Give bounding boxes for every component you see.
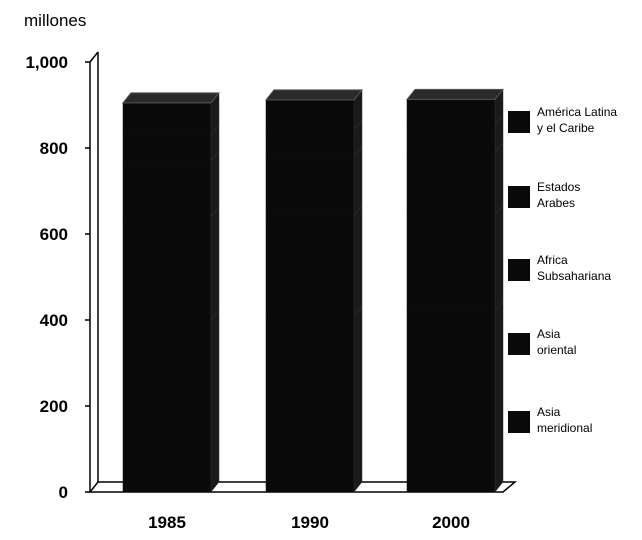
bar-segment-2000-4 (406, 99, 496, 126)
bar-segment-1985-2 (122, 160, 212, 218)
y-tick-label-1: 200 (40, 397, 68, 416)
bar-top-1990 (264, 89, 364, 101)
bar-segment-1985-0 (122, 319, 212, 493)
legend-label-1-0: Estados (537, 180, 580, 194)
bar-segment-2000-3 (406, 124, 496, 153)
y-tick-label-2: 400 (40, 311, 68, 330)
bar-top-1985 (121, 92, 221, 104)
bar-side-1985-0 (210, 309, 220, 493)
bar-segment-1985-1 (122, 216, 212, 321)
bar-side-2000-1 (494, 203, 504, 313)
legend-item-4: Asia meridional (508, 405, 592, 435)
bar-top-2000 (405, 88, 505, 100)
bar-segment-1990-0 (265, 315, 355, 493)
bar-segment-1985-4 (122, 102, 212, 136)
legend-label-2-1: Subsahariana (537, 269, 611, 283)
bar-side-2000-2 (494, 141, 504, 216)
bar-segment-1990-3 (265, 129, 355, 157)
legend-label-2-0: Africa (537, 253, 568, 267)
bar-group-1990 (264, 89, 364, 493)
y-tick-label-4: 800 (40, 139, 68, 158)
legend-item-0: América Latina y el Caribe (508, 105, 617, 135)
legend-swatch-2 (508, 259, 530, 281)
legend-label-4-0: Asia (537, 405, 561, 419)
legend-swatch-0 (508, 111, 530, 133)
legend-label-4-1: meridional (537, 421, 592, 435)
legend-swatch-4 (508, 411, 530, 433)
y-tick-label-0: 0 (59, 483, 68, 502)
bar-segment-2000-0 (406, 311, 496, 493)
bar-segment-1985-3 (122, 134, 212, 162)
bar-segment-1990-1 (265, 215, 355, 316)
bar-side-1990-0 (353, 304, 363, 493)
bar-segment-1990-4 (265, 99, 355, 131)
legend-item-2: Africa Subsahariana (508, 253, 611, 283)
axis-layer (85, 51, 518, 493)
bar-segment-2000-1 (406, 214, 496, 312)
legend-label-3-1: oriental (537, 343, 576, 357)
y-tick-label-5: 1,000 (25, 53, 68, 72)
y-tick-label-3: 600 (40, 225, 68, 244)
legend-item-3: Asia oriental (508, 327, 576, 357)
legend-swatch-1 (508, 186, 530, 208)
bar-side-1990-2 (353, 145, 363, 217)
x-tick-label-1990: 1990 (291, 513, 329, 532)
x-axis-floor (88, 481, 518, 493)
bar-group-2000 (405, 88, 505, 493)
bar-side-2000-0 (494, 300, 504, 493)
bar-side-1985-2 (210, 150, 220, 218)
legend-label-1-1: Arabes (537, 196, 575, 210)
legend-item-1: Estados Arabes (508, 180, 580, 210)
x-tick-label-2000: 2000 (432, 513, 470, 532)
bar-segment-2000-2 (406, 152, 496, 215)
bars-layer (121, 88, 505, 493)
legend: América Latina y el Caribe Estados Arabes Af… (508, 105, 617, 435)
labels-layer: millones 0 200 400 600 800 1,000 1985 1990 2000 (24, 11, 470, 532)
legend-label-0-1: y el Caribe (537, 121, 595, 135)
y-axis-label: millones (24, 11, 86, 30)
bar-segment-1990-2 (265, 156, 355, 217)
bar-side-1985-1 (210, 206, 220, 321)
bar-group-1985 (121, 92, 221, 493)
x-tick-label-1985: 1985 (148, 513, 186, 532)
bar-side-1990-1 (353, 205, 363, 317)
y-axis-top-edge (89, 51, 99, 63)
legend-label-0-0: América Latina (537, 105, 617, 119)
legend-label-3-0: Asia (537, 327, 561, 341)
legend-swatch-3 (508, 333, 530, 355)
